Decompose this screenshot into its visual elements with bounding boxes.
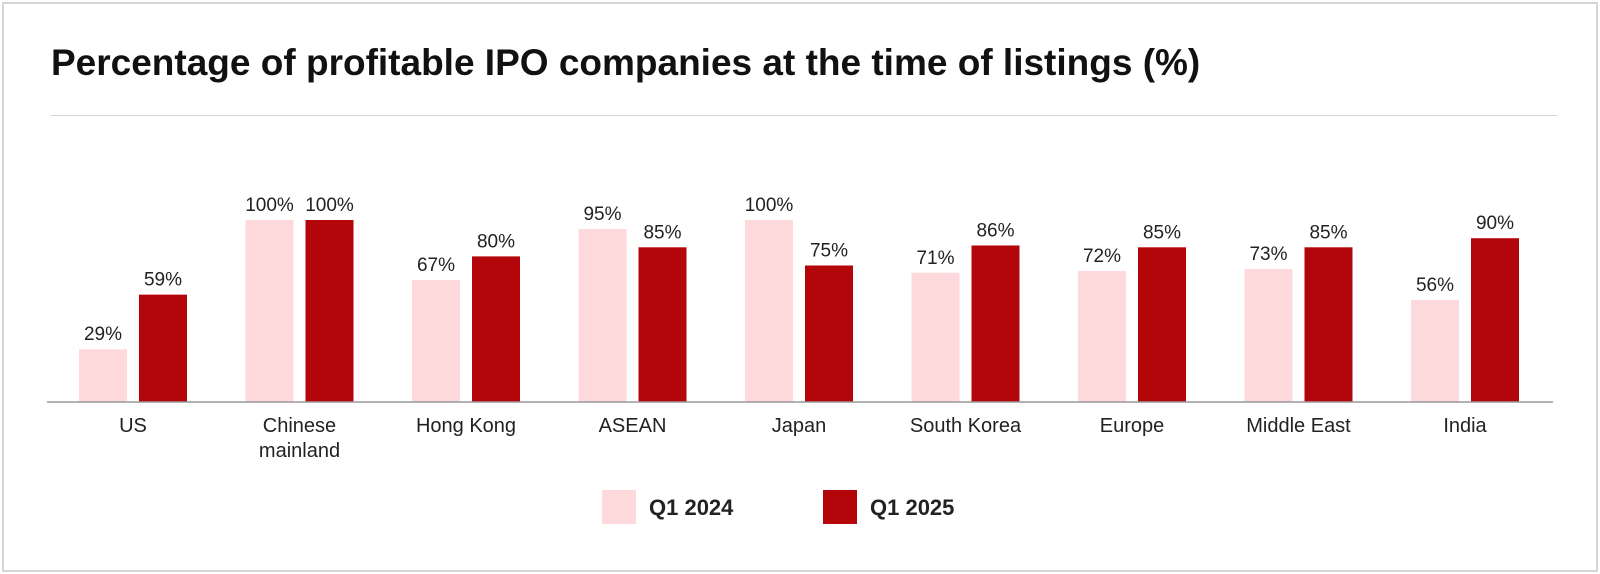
value-label-middle-east-q1-2024: 73% <box>1249 244 1287 265</box>
bar-europe-q1-2024 <box>1078 270 1126 402</box>
value-label-chinese-mainland-q1-2025: 100% <box>305 195 354 216</box>
value-label-asean-q1-2025: 85% <box>643 222 681 243</box>
category-label-chinese-mainland: mainland <box>259 440 340 462</box>
value-label-us-q1-2024: 29% <box>84 324 122 345</box>
value-label-south-korea-q1-2025: 86% <box>976 220 1014 241</box>
category-label-asean: ASEAN <box>599 415 667 437</box>
bar-japan-q1-2025 <box>805 265 853 402</box>
chart-title: Percentage of profitable IPO companies a… <box>51 42 1201 83</box>
legend-swatch-q1-2024 <box>602 490 636 524</box>
category-label-hong-kong: Hong Kong <box>416 415 516 437</box>
value-label-hong-kong-q1-2024: 67% <box>417 255 455 276</box>
category-label-india: India <box>1443 415 1487 437</box>
value-label-india-q1-2025: 90% <box>1476 213 1514 234</box>
category-label-middle-east: Middle East <box>1246 415 1351 437</box>
bar-india-q1-2024 <box>1411 300 1459 402</box>
category-label-chinese-mainland: Chinese <box>263 415 336 437</box>
category-label-us: US <box>119 415 147 437</box>
category-label-south-korea: South Korea <box>910 415 1022 437</box>
bar-hong-kong-q1-2024 <box>412 280 460 402</box>
bar-europe-q1-2025 <box>1138 247 1186 402</box>
bars-layer <box>79 220 1519 402</box>
bar-us-q1-2025 <box>139 294 187 402</box>
bar-chinese-mainland-q1-2024 <box>245 220 294 402</box>
bar-south-korea-q1-2024 <box>911 272 960 402</box>
title-divider <box>51 115 1557 116</box>
bar-us-q1-2024 <box>79 349 127 402</box>
bar-south-korea-q1-2025 <box>971 245 1020 402</box>
value-label-chinese-mainland-q1-2024: 100% <box>245 195 294 216</box>
value-label-us-q1-2025: 59% <box>144 270 182 291</box>
bar-hong-kong-q1-2025 <box>472 256 520 402</box>
legend: Q1 2024 Q1 2025 <box>602 490 954 524</box>
bar-middle-east-q1-2025 <box>1304 247 1353 402</box>
value-label-south-korea-q1-2024: 71% <box>916 248 954 269</box>
value-label-middle-east-q1-2025: 85% <box>1309 222 1347 243</box>
value-label-india-q1-2024: 56% <box>1416 275 1454 296</box>
value-label-asean-q1-2024: 95% <box>583 204 621 225</box>
labels-layer: 29% 59% US 100% 100% Chinese mainland 67% 80% Hon… <box>84 195 1514 462</box>
legend-swatch-q1-2025 <box>823 490 857 524</box>
value-label-hong-kong-q1-2025: 80% <box>477 231 515 252</box>
value-label-japan-q1-2024: 100% <box>745 195 794 216</box>
bar-middle-east-q1-2024 <box>1244 269 1293 402</box>
bar-asean-q1-2024 <box>578 229 627 402</box>
legend-label-q1-2024: Q1 2024 <box>649 495 734 520</box>
category-label-europe: Europe <box>1100 415 1165 437</box>
value-label-europe-q1-2024: 72% <box>1083 246 1121 267</box>
value-label-japan-q1-2025: 75% <box>810 241 848 262</box>
bar-asean-q1-2025 <box>638 247 687 402</box>
value-label-europe-q1-2025: 85% <box>1143 222 1181 243</box>
legend-label-q1-2025: Q1 2025 <box>870 495 954 520</box>
bar-chinese-mainland-q1-2025 <box>305 220 354 402</box>
bar-india-q1-2025 <box>1471 238 1519 402</box>
bar-japan-q1-2024 <box>745 220 793 402</box>
category-label-japan: Japan <box>772 415 827 437</box>
